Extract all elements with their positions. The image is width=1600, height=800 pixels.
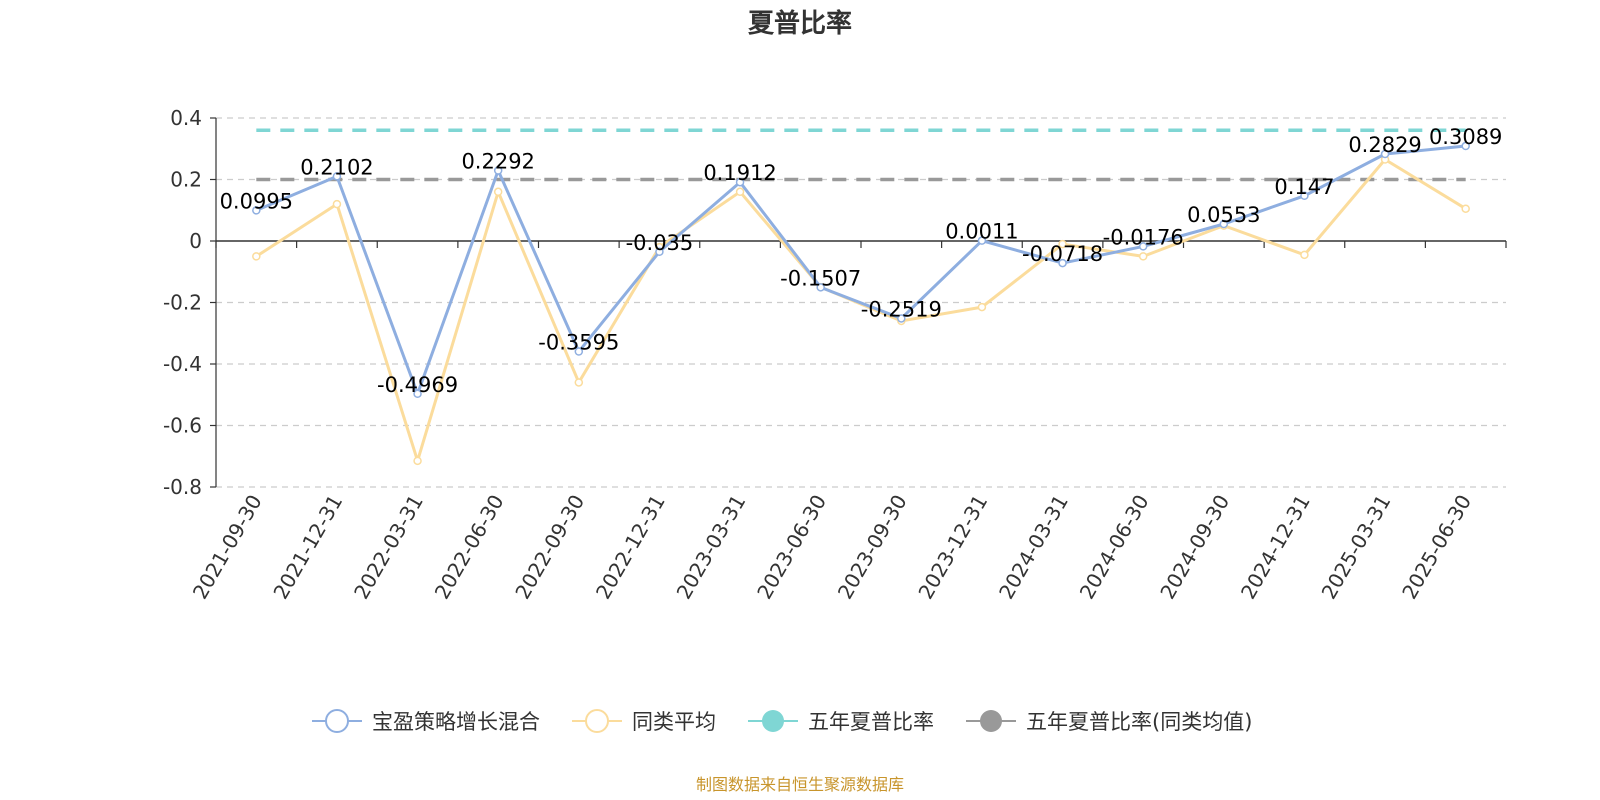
data-point: [252, 252, 261, 261]
data-point: [655, 247, 664, 257]
data-label: -0.0718: [1022, 242, 1103, 266]
data-point: [1461, 141, 1470, 151]
data-label: 0.2292: [461, 150, 534, 174]
data-point: [977, 302, 987, 312]
data-label: -0.0176: [1103, 225, 1184, 249]
data-label: -0.4969: [377, 373, 458, 397]
data-point: [1058, 239, 1067, 249]
data-point: [413, 456, 422, 466]
data-label: 0.0553: [1187, 203, 1260, 227]
data-point: [1138, 252, 1148, 261]
data-point: [574, 347, 584, 356]
data-point: [977, 236, 987, 245]
x-tick-label: 2023-03-31: [671, 491, 750, 604]
y-tick-label: -0.2: [163, 291, 202, 315]
x-tick-label: 2021-12-31: [268, 491, 347, 604]
y-tick-label: 0.2: [170, 168, 202, 192]
legend-item: 五年夏普比率: [748, 710, 934, 734]
legend-item: 五年夏普比率(同类均值): [966, 710, 1252, 734]
data-label: 0.2829: [1348, 133, 1421, 157]
data-point: [816, 283, 825, 292]
data-point: [252, 206, 261, 215]
data-point: [1461, 204, 1470, 213]
data-point: [493, 166, 503, 175]
data-point: [1380, 149, 1390, 159]
legend-marker: [762, 710, 784, 732]
data-point: [897, 314, 906, 323]
y-tick-label: -0.6: [163, 414, 202, 438]
data-point: [493, 187, 503, 197]
x-tick-label: 2023-12-31: [913, 491, 992, 604]
data-label: -0.3595: [538, 331, 619, 355]
x-tick-label: 2021-09-30: [188, 491, 267, 604]
x-tick-label: 2024-03-31: [994, 491, 1073, 604]
y-tick-label: -0.8: [163, 475, 202, 499]
data-point: [1219, 219, 1229, 229]
x-tick-label: 2023-09-30: [833, 491, 912, 604]
data-label: 0.2102: [300, 155, 373, 179]
data-point: [332, 172, 342, 181]
x-tick-label: 2023-06-30: [752, 491, 831, 604]
x-tick-label: 2025-06-30: [1397, 491, 1476, 604]
legend: 宝盈策略增长混合 同类平均 五年夏普比率 五年夏普比率(同类均值): [312, 709, 1252, 734]
x-tick-label: 2022-06-30: [430, 491, 509, 604]
data-point: [735, 187, 745, 197]
legend-label: 宝盈策略增长混合: [372, 710, 540, 734]
x-tick-label: 2022-09-30: [510, 491, 589, 604]
x-tick-label: 2024-06-30: [1075, 491, 1154, 604]
legend-label: 五年夏普比率(同类均值): [1026, 710, 1252, 734]
x-tick-label: 2022-12-31: [591, 491, 670, 604]
chart-title: 夏普比率: [748, 8, 852, 39]
data-label: -0.1507: [780, 266, 861, 290]
legend-marker: [980, 710, 1002, 732]
data-point: [574, 378, 584, 387]
y-tick-label: 0.4: [170, 106, 202, 130]
data-label: 0.0995: [220, 189, 293, 213]
y-tick-label: 0: [189, 229, 202, 253]
y-tick-label: -0.4: [163, 352, 202, 376]
legend-marker: [325, 709, 349, 733]
data-label: 0.1912: [703, 161, 776, 185]
data-label: -0.035: [626, 231, 694, 255]
data-point: [1300, 250, 1309, 260]
data-label: 0.0011: [945, 220, 1018, 244]
legend-item: 同类平均: [572, 709, 716, 734]
series-line: [255, 144, 1466, 396]
legend-item: 宝盈策略增长混合: [312, 709, 540, 734]
series-layer: [252, 128, 1470, 466]
data-point: [1300, 191, 1309, 201]
data-label: -0.2519: [861, 297, 942, 321]
data-point: [1138, 242, 1148, 251]
x-tick-label: 2024-12-31: [1236, 491, 1315, 604]
data-point: [332, 199, 342, 209]
legend-label: 同类平均: [632, 710, 716, 734]
data-label: 0.3089: [1429, 125, 1502, 149]
data-point: [413, 389, 422, 399]
x-tick-label: 2024-09-30: [1155, 491, 1234, 604]
legend-marker: [585, 709, 609, 733]
x-tick-label: 2025-03-31: [1316, 491, 1395, 604]
legend-label: 五年夏普比率: [808, 710, 934, 734]
data-point: [735, 177, 745, 187]
data-point: [1058, 258, 1067, 268]
data-label: 0.147: [1274, 175, 1334, 199]
data-labels: 0.0995 0.2102 -0.4969 0.2292 -0.3595 -0.035 0.…: [220, 125, 1503, 397]
x-tick-label: 2022-03-31: [349, 491, 428, 604]
data-source-note: 制图数据来自恒生聚源数据库: [696, 775, 904, 794]
